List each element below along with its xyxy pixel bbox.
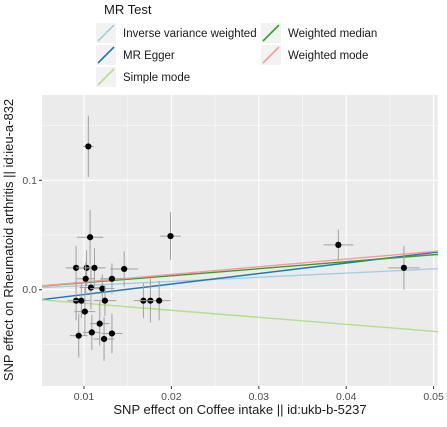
snp-marker (101, 297, 109, 304)
snp-marker (85, 143, 92, 150)
snp-point (83, 248, 106, 288)
snp-point (160, 212, 181, 261)
legend-title: MR Test (104, 2, 152, 17)
legend-item: Weighted median (261, 23, 377, 43)
mr-line-weighted-mode (42, 250, 438, 287)
snp-marker (167, 233, 174, 240)
legend-item: Weighted mode (261, 45, 368, 65)
snp-point (93, 285, 117, 316)
snp-point (93, 317, 115, 361)
snp-point (69, 313, 88, 358)
y-tick-label: 0.0 (22, 284, 37, 296)
y-tick-label: 0.1 (22, 175, 37, 187)
axes: 0.01 0.02 0.03 0.04 0.05 0.0 0.1 (22, 175, 444, 403)
x-axis-label: SNP effect on Coffee intake || id:ukb-b-… (113, 402, 366, 417)
legend: MR Test Inverse variance weighted Weighte… (96, 2, 377, 87)
snp-point (90, 274, 115, 303)
snp-marker (400, 264, 408, 271)
snp-marker (108, 275, 116, 282)
legend-swatch (97, 68, 115, 86)
snp-point (101, 313, 123, 354)
legend-label: Inverse variance weighted (123, 28, 257, 40)
snp-marker (87, 284, 95, 291)
x-tick-label: 0.05 (423, 391, 444, 403)
snp-point (83, 115, 94, 178)
snp-point (323, 229, 354, 261)
plot-panel (42, 95, 438, 386)
legend-swatch (97, 46, 115, 64)
snp-marker (82, 275, 89, 282)
snp-point (388, 245, 420, 290)
snp-point (90, 301, 110, 346)
mr-line-weighted-median (42, 253, 438, 287)
x-tick-label: 0.04 (336, 391, 357, 403)
grid (42, 95, 438, 386)
legend-swatch (262, 24, 280, 42)
legend-label: Weighted mode (288, 50, 368, 62)
snp-marker (335, 241, 342, 248)
snp-marker (91, 264, 98, 271)
legend-swatch (262, 46, 280, 64)
snp-marker (108, 330, 116, 337)
legend-item: MR Egger (96, 45, 175, 65)
snp-point (76, 262, 95, 296)
data-points (65, 115, 420, 361)
snp-marker (75, 332, 82, 339)
mr-line-inverse-variance-weighted (42, 268, 438, 289)
y-axis-label: SNP effect on Rheumatoid arthritis || id… (1, 99, 16, 381)
legend-label: MR Egger (123, 50, 175, 62)
snp-marker (100, 335, 108, 343)
legend-item: Inverse variance weighted (96, 23, 257, 43)
snp-point (83, 314, 101, 350)
x-tick-label: 0.01 (74, 391, 95, 403)
snp-marker (99, 285, 106, 292)
snp-marker (86, 234, 94, 241)
snp-point (74, 287, 96, 336)
snp-point (76, 209, 104, 265)
snp-marker (121, 265, 128, 273)
mr-line-simple-mode (42, 299, 438, 333)
snp-marker (78, 297, 85, 304)
snp-marker (96, 320, 103, 327)
x-tick-label: 0.02 (161, 391, 182, 403)
snp-point (72, 283, 91, 319)
legend-swatch (97, 24, 115, 42)
snp-point (110, 251, 139, 287)
snp-marker (88, 329, 95, 336)
x-tick-label: 0.03 (249, 391, 270, 403)
legend-item: Simple mode (96, 67, 190, 87)
legend-label: Simple mode (123, 72, 190, 84)
snp-point (147, 280, 171, 321)
snp-marker (81, 308, 88, 315)
legend-label: Weighted median (288, 28, 377, 40)
mr-lines (42, 250, 438, 333)
snp-marker (156, 297, 163, 304)
